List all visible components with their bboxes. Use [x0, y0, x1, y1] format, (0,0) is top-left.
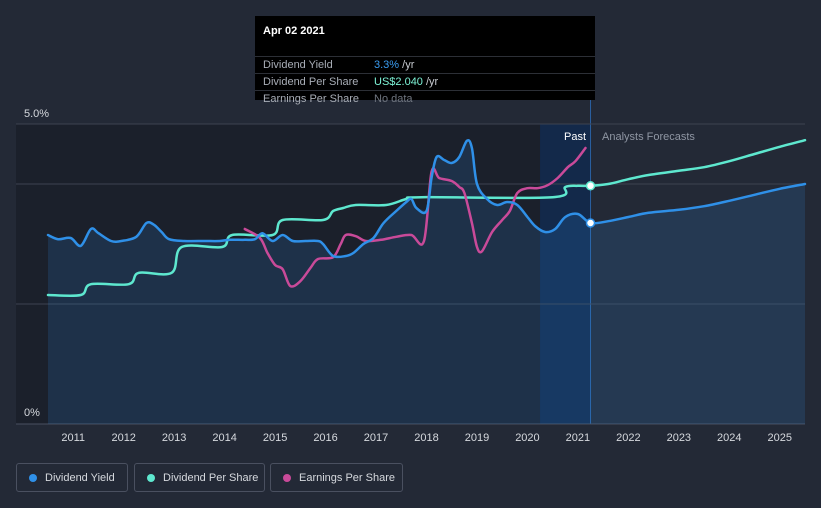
legend-label: Dividend Per Share: [163, 472, 259, 484]
dividend-yield-marker: [585, 218, 596, 228]
x-tick-label: 2012: [111, 432, 135, 444]
tooltip-value-unit: /yr: [399, 59, 415, 71]
tooltip-value-number: No data: [374, 93, 413, 105]
legend-item-dividend-yield[interactable]: Dividend Yield: [16, 463, 128, 492]
tooltip-row-earnings-per-share: Earnings Per Share No data: [255, 90, 595, 105]
tooltip-label: Earnings Per Share: [263, 93, 359, 105]
x-tick-label: 2015: [263, 432, 287, 444]
x-tick-label: 2025: [768, 432, 792, 444]
tooltip-value-number: US$2.040: [374, 76, 423, 88]
legend-dot-icon: [283, 474, 291, 482]
y-label-bottom: 0%: [24, 407, 40, 419]
dividend-yield-line: [46, 139, 807, 259]
x-tick-label: 2021: [566, 432, 590, 444]
past-label: Past: [564, 131, 586, 143]
legend-item-dividend-per-share[interactable]: Dividend Per Share: [134, 463, 265, 492]
legend-label: Dividend Yield: [45, 472, 115, 484]
legend-item-earnings-per-share[interactable]: Earnings Per Share: [270, 463, 403, 492]
past-highlight-region: [540, 124, 591, 424]
tooltip-date: Apr 02 2021: [263, 25, 325, 37]
past-region: [16, 124, 591, 424]
tooltip-row-dividend-yield: Dividend Yield 3.3% /yr: [255, 56, 595, 74]
x-tick-label: 2018: [414, 432, 438, 444]
x-tick-label: 2011: [61, 432, 85, 444]
forecast-label: Analysts Forecasts: [602, 131, 695, 143]
tooltip-panel: Apr 02 2021 Dividend Yield 3.3% /yr Divi…: [255, 16, 595, 105]
tooltip-label: Dividend Per Share: [263, 76, 359, 88]
x-tick-label: 2014: [212, 432, 236, 444]
tooltip-value-number: 3.3%: [374, 59, 400, 71]
tooltip-value-unit: /yr: [422, 76, 439, 88]
x-tick-label: 2024: [717, 432, 741, 444]
legend-dot-icon: [147, 474, 155, 482]
tooltip-row-dividend-per-share: Dividend Per Share US$2.040 /yr: [255, 73, 595, 91]
tooltip-label: Dividend Yield: [263, 59, 333, 71]
dividend-yield-area: [48, 140, 805, 425]
y-label-top: 5.0%: [24, 108, 49, 120]
x-tick-label: 2019: [465, 432, 489, 444]
legend-label: Earnings Per Share: [299, 472, 395, 484]
x-tick-label: 2016: [313, 432, 337, 444]
x-tick-label: 2013: [162, 432, 186, 444]
dividend-per-share-marker: [585, 181, 596, 191]
x-tick-label: 2017: [364, 432, 388, 444]
x-tick-label: 2023: [667, 432, 691, 444]
tooltip-value: No data: [374, 93, 413, 105]
legend-dot-icon: [29, 474, 37, 482]
tooltip-value: US$2.040 /yr: [374, 76, 438, 88]
dividend-per-share-line: [46, 138, 807, 298]
x-tick-label: 2022: [616, 432, 640, 444]
x-tick-label: 2020: [515, 432, 539, 444]
tooltip-value: 3.3% /yr: [374, 59, 414, 71]
